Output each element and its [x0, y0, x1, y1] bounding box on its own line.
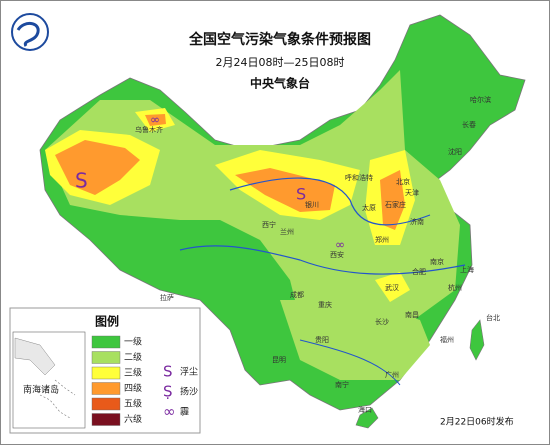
city-label: 海口: [358, 405, 372, 414]
logo: [16, 22, 40, 47]
city-label: 南昌: [405, 310, 419, 319]
city-label: 北京: [396, 177, 410, 186]
city-label: 贵阳: [315, 335, 329, 344]
city-label: 台北: [486, 313, 500, 322]
legend-swatch: [91, 382, 121, 395]
city-label: 重庆: [318, 300, 332, 309]
city-label: 郑州: [375, 236, 389, 244]
city-label: 上海: [460, 265, 474, 274]
legend-label: 浮尘: [180, 366, 198, 378]
city-label: 长沙: [375, 317, 389, 326]
city-label: 武汉: [385, 283, 399, 292]
legend-swatch: [91, 397, 121, 411]
legend-symbol: S: [163, 363, 173, 381]
level-region: [145, 114, 166, 126]
city-label: 南宁: [335, 380, 349, 389]
city-label: 济南: [410, 217, 424, 226]
dust-symbol: S: [296, 185, 306, 204]
title: 全国空气污染气象条件预报图: [188, 31, 371, 48]
city-label: 杭州: [448, 283, 462, 292]
level-region: [375, 272, 410, 302]
river: [179, 245, 466, 275]
legend-swatch: [91, 366, 121, 380]
subtitle: 2月24日08时—25日08时: [216, 56, 345, 69]
inset-land: [14, 337, 56, 376]
city-label: 兰州: [280, 227, 294, 236]
legend-title: 图例: [95, 314, 119, 329]
city-label: 昆明: [272, 356, 286, 364]
level-region: [55, 140, 140, 195]
city-label: 沈阳: [448, 147, 462, 156]
legend-label: 六级: [124, 413, 142, 425]
legend-symbol: Ṣ: [163, 383, 173, 401]
city-label: 石家庄: [385, 200, 406, 209]
level-region: [45, 70, 460, 330]
legend-label: 一级: [124, 336, 142, 348]
city-label: 合肥: [412, 267, 426, 276]
city-label: 广州: [385, 370, 399, 379]
inset-boundary: [39, 379, 76, 419]
issuer: 中央气象台: [250, 76, 310, 91]
legend-label: 扬沙: [180, 386, 198, 398]
legend-label: 霾: [180, 407, 189, 418]
legend-swatch: [91, 413, 121, 426]
taiwan: [469, 319, 485, 361]
legend-symbol: ∞: [163, 403, 176, 421]
legend-swatch: [91, 335, 121, 349]
city-label: 南京: [430, 257, 444, 266]
city-label: 福州: [440, 335, 454, 344]
haze-symbol: ∞: [335, 238, 345, 252]
city-label: 哈尔滨: [470, 95, 491, 104]
city-label: 拉萨: [160, 293, 174, 302]
inset-label: 南海诸岛: [23, 384, 59, 396]
legend-label: 二级: [124, 351, 142, 363]
city-label: 长春: [462, 120, 476, 129]
river: [229, 177, 431, 226]
city-label: 成都: [290, 290, 304, 299]
city-label: 乌鲁木齐: [135, 125, 163, 134]
level-region: [380, 170, 405, 230]
legend-label: 三级: [124, 367, 142, 379]
city-label: 西安: [330, 250, 344, 259]
logo: [11, 13, 49, 51]
legend-label: 四级: [124, 382, 142, 394]
hainan: [355, 407, 379, 429]
river: [299, 339, 401, 386]
footer: 2月22日06时发布: [440, 416, 514, 428]
city-label: 西宁: [262, 220, 276, 229]
legend-label: 五级: [124, 398, 142, 410]
legend-swatch: [91, 351, 121, 364]
haze-symbol: ∞: [150, 113, 160, 127]
level-region: [280, 300, 430, 380]
city-label: 呼和浩特: [345, 173, 373, 182]
city-label: 银川: [305, 200, 319, 209]
city-label: 太原: [362, 203, 376, 212]
dust-symbol: S: [75, 169, 88, 193]
city-label: 天津: [405, 189, 419, 197]
